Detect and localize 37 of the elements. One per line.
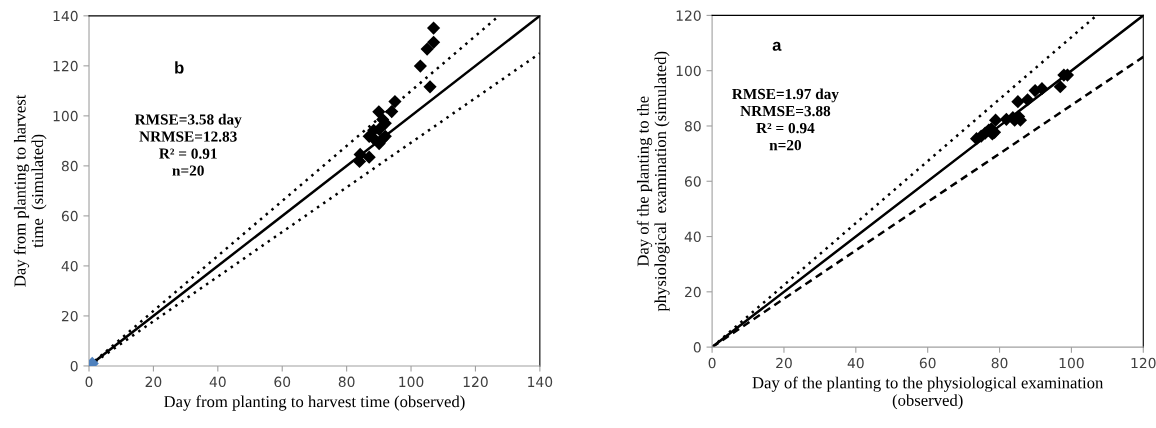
x-tick-label: 100	[1059, 357, 1084, 369]
y-axis-title: Day of the planting to the physiological examination (simulated)	[636, 51, 670, 312]
annotation: b	[175, 61, 184, 74]
y-tick-label: 20	[61, 310, 78, 322]
x-tick-label: 60	[274, 376, 291, 388]
y-tick-label: 20	[685, 286, 701, 298]
y-tick-label: 100	[676, 65, 701, 77]
y-tick-label: 60	[61, 210, 78, 222]
x-tick-label: 20	[145, 376, 162, 388]
x-tick-label: 0	[708, 357, 716, 369]
y-tick-label: 100	[53, 110, 78, 122]
annotation: RMSE=3.58 day NRMSE=12.83 R² = 0.91 n=20	[134, 113, 242, 176]
y-tick-label: 40	[61, 260, 78, 272]
x-tick-label: 40	[209, 376, 226, 388]
y-tick-label: 120	[53, 60, 78, 72]
y-axis-title: Day from planting to harvest time (simulated)	[13, 94, 47, 287]
x-axis-title: Day of the planting to the physiological examination (observed)	[752, 376, 1104, 410]
y-tick-label: 40	[684, 231, 701, 243]
x-tick-label: 120	[463, 376, 488, 388]
annotation: RMSE=1.97 day NRMSE=3.88 R² = 0.94 n=20	[732, 88, 839, 151]
x-tick-label: 80	[338, 376, 355, 388]
annotation: a	[772, 41, 782, 51]
y-tick-label: 60	[684, 176, 701, 187]
y-tick-label: 140	[53, 10, 78, 22]
x-tick-label: 60	[919, 357, 936, 369]
x-tick-label: 0	[85, 376, 93, 388]
x-tick-label: 40	[847, 357, 864, 369]
x-tick-label: 140	[528, 376, 553, 388]
y-tick-label: 80	[684, 120, 701, 132]
y-tick-label: 0	[693, 342, 701, 353]
x-tick-label: 120	[1131, 357, 1156, 369]
y-tick-label: 80	[61, 160, 78, 172]
x-tick-label: 100	[399, 376, 424, 388]
y-tick-label: 120	[676, 10, 701, 21]
x-axis-title: Day from planting to harvest time (observed)	[164, 395, 465, 411]
x-tick-label: 80	[991, 357, 1008, 369]
x-tick-label: 20	[776, 357, 792, 369]
